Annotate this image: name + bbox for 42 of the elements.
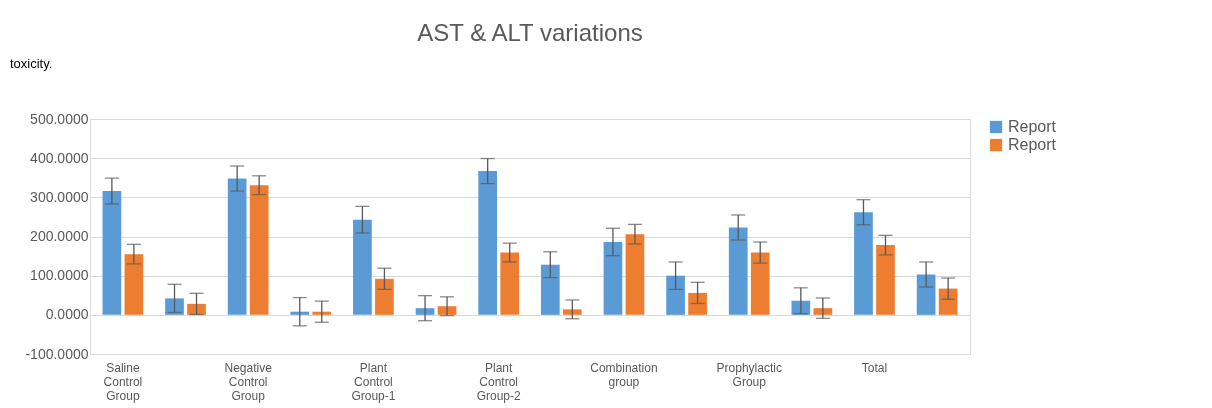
bar: [791, 300, 811, 315]
bar: [666, 275, 685, 315]
y-tick-label: 100.0000: [30, 267, 89, 284]
x-tick-label: Saline Control Group: [103, 360, 143, 403]
chart-title: AST & ALT variations: [417, 19, 643, 46]
bar: [375, 278, 394, 315]
x-tick-label: Plant Control Group-1: [351, 360, 396, 403]
bar: [249, 185, 269, 315]
bar: [876, 245, 895, 315]
bar: [102, 191, 122, 315]
legend-label: Report: [1008, 136, 1057, 153]
bar: [124, 254, 144, 315]
bar: [312, 311, 332, 315]
bar: [854, 212, 873, 315]
bar: [562, 309, 582, 315]
y-tick-label: -100.0000: [25, 345, 89, 362]
bar: [353, 219, 372, 315]
bar: [290, 311, 310, 315]
y-tick-label: 0.0000: [45, 306, 89, 323]
x-tick-label: Negative Control Group: [224, 360, 273, 403]
bar: [478, 171, 498, 315]
bar: [603, 241, 623, 315]
text: toxicity.: [10, 56, 53, 71]
bar: [500, 252, 520, 315]
x-tick-label: Total: [861, 360, 888, 375]
bar: [916, 274, 936, 315]
bar: [540, 264, 560, 315]
x-tick-label: Prophylactic Group: [716, 360, 782, 389]
bar: [688, 292, 707, 315]
bar: [728, 227, 748, 315]
x-tick-label: Plant Control Group-2: [476, 360, 522, 403]
y-tick-label: 200.0000: [30, 228, 89, 244]
bar: [750, 252, 770, 315]
bar: [165, 298, 184, 315]
bar: [227, 178, 247, 315]
y-tick-label: 300.0000: [30, 188, 89, 205]
bar: [625, 234, 645, 315]
bar: [938, 288, 958, 315]
y-tick-label: 400.0000: [30, 149, 89, 166]
y-tick-label: 500.0000: [30, 110, 89, 127]
legend-label: Report: [1008, 118, 1057, 135]
x-tick-label: Combination group: [590, 360, 658, 389]
